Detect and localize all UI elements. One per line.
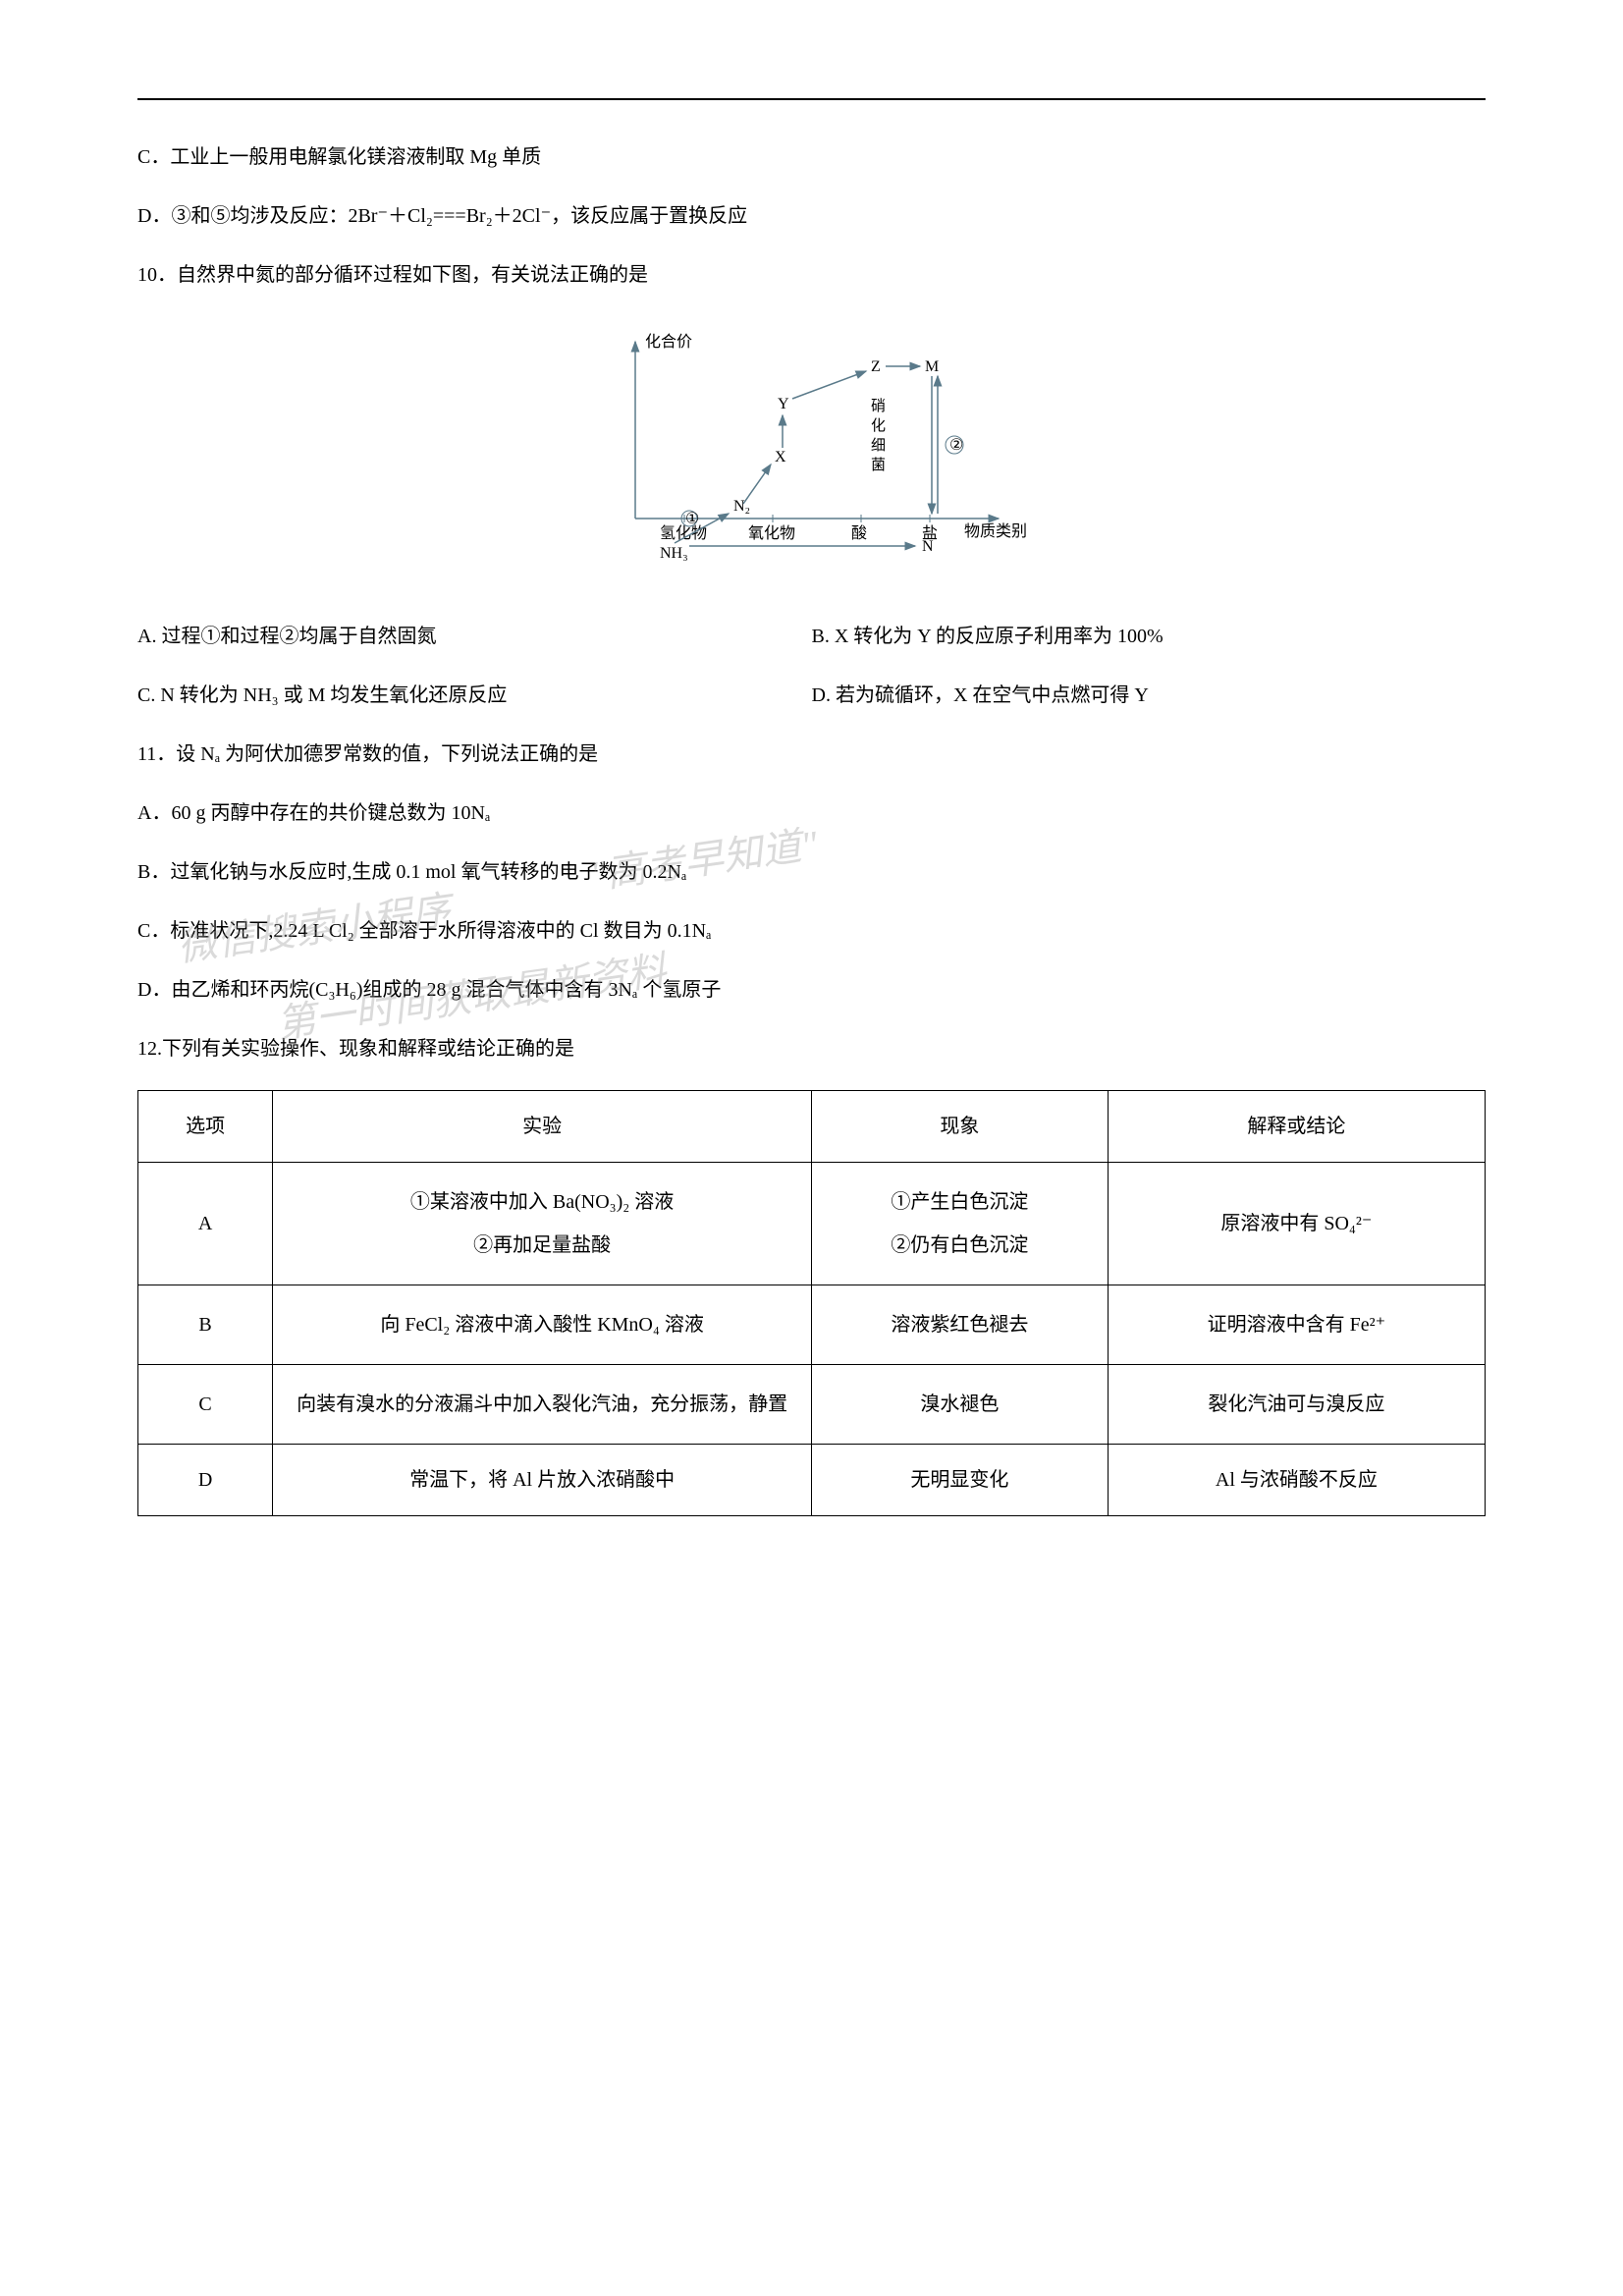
q10-diagram: 化合价 物质类别 氢化物 氧化物 酸 盐 N₂ ① NH₃ N X Y Z M bbox=[137, 322, 1486, 589]
cell-phen: ①产生白色沉淀②仍有白色沉淀 bbox=[811, 1163, 1108, 1285]
xtick-2: 酸 bbox=[851, 524, 867, 542]
q10-row-cd: C. N 转化为 NH₃ 或 M 均发生氧化还原反应 D. 若为硫循环，X 在空… bbox=[137, 678, 1486, 713]
th-phen: 现象 bbox=[811, 1091, 1108, 1163]
node-z: Z bbox=[871, 358, 881, 375]
q9-c-text: C．工业上一般用电解氯化镁溶液制取 Mg 单质 bbox=[137, 146, 541, 168]
q10-c: C. N 转化为 NH₃ 或 M 均发生氧化还原反应 bbox=[137, 678, 812, 713]
cell-exp: 常温下，将 Al 片放入浓硝酸中 bbox=[273, 1445, 812, 1516]
cell-phen: 溴水褪色 bbox=[811, 1365, 1108, 1445]
node-m: M bbox=[925, 358, 939, 375]
cell-exp: 向 FeCl₂ 溶液中滴入酸性 KMnO₄ 溶液 bbox=[273, 1285, 812, 1365]
q11-b: B．过氧化钠与水反应时,生成 0.1 mol 氧气转移的电子数为 0.2Nₐ bbox=[137, 854, 1486, 890]
cell-opt: C bbox=[138, 1365, 273, 1445]
vlabel-1: 化 bbox=[871, 417, 886, 434]
q11-a: A．60 g 丙醇中存在的共价键总数为 10Nₐ bbox=[137, 795, 1486, 831]
cell-phen: 溶液紫红色褪去 bbox=[811, 1285, 1108, 1365]
vlabel-2: 细 bbox=[871, 437, 886, 454]
nh3-label: NH₃ bbox=[660, 545, 688, 562]
vlabel-3: 菌 bbox=[871, 457, 886, 473]
q9-d-text: D．③和⑤均涉及反应：2Br⁻＋Cl₂===Br₂＋2Cl⁻，该反应属于置换反应 bbox=[137, 205, 747, 227]
q12-stem-text: 12.下列有关实验操作、现象和解释或结论正确的是 bbox=[137, 1038, 574, 1060]
cell-concl: 原溶液中有 SO₄²⁻ bbox=[1108, 1163, 1485, 1285]
node-n: N bbox=[922, 538, 934, 555]
th-opt: 选项 bbox=[138, 1091, 273, 1163]
cell-exp: 向装有溴水的分液漏斗中加入裂化汽油，充分振荡，静置 bbox=[273, 1365, 812, 1445]
node-y: Y bbox=[778, 396, 789, 412]
q9-option-d: D．③和⑤均涉及反应：2Br⁻＋Cl₂===Br₂＋2Cl⁻，该反应属于置换反应 bbox=[137, 198, 1486, 234]
xlabel: 物质类别 bbox=[964, 522, 1027, 540]
node-x: X bbox=[775, 449, 786, 465]
xtick-1: 氧化物 bbox=[748, 524, 795, 542]
table-row: A ①某溶液中加入 Ba(NO₃)₂ 溶液②再加足量盐酸 ①产生白色沉淀②仍有白… bbox=[138, 1163, 1486, 1285]
q10-stem-text: 10．自然界中氮的部分循环过程如下图，有关说法正确的是 bbox=[137, 264, 648, 286]
cell-exp: ①某溶液中加入 Ba(NO₃)₂ 溶液②再加足量盐酸 bbox=[273, 1163, 812, 1285]
top-rule bbox=[137, 98, 1486, 100]
q10-stem: 10．自然界中氮的部分循环过程如下图，有关说法正确的是 bbox=[137, 257, 1486, 293]
q10-row-ab: A. 过程①和过程②均属于自然固氮 B. X 转化为 Y 的反应原子利用率为 1… bbox=[137, 619, 1486, 654]
q11-stem: 11．设 Nₐ 为阿伏加德罗常数的值，下列说法正确的是 bbox=[137, 737, 1486, 772]
q12-tbody: A ①某溶液中加入 Ba(NO₃)₂ 溶液②再加足量盐酸 ①产生白色沉淀②仍有白… bbox=[138, 1163, 1486, 1516]
table-row: C 向装有溴水的分液漏斗中加入裂化汽油，充分振荡，静置 溴水褪色 裂化汽油可与溴… bbox=[138, 1365, 1486, 1445]
q10-a: A. 过程①和过程②均属于自然固氮 bbox=[137, 619, 812, 654]
circ-1: ① bbox=[685, 511, 699, 527]
q9-option-c: C．工业上一般用电解氯化镁溶液制取 Mg 单质 bbox=[137, 139, 1486, 175]
q11-d: D．由乙烯和环丙烷(C₃H₆)组成的 28 g 混合气体中含有 3Nₐ 个氢原子 bbox=[137, 972, 1486, 1008]
vlabel-0: 硝 bbox=[871, 398, 886, 414]
q11-stem-text: 11．设 Nₐ 为阿伏加德罗常数的值，下列说法正确的是 bbox=[137, 743, 598, 765]
cell-concl: 证明溶液中含有 Fe²⁺ bbox=[1108, 1285, 1485, 1365]
cell-phen: 无明显变化 bbox=[811, 1445, 1108, 1516]
q11-c: C．标准状况下,2.24 L Cl₂ 全部溶于水所得溶液中的 Cl 数目为 0.… bbox=[137, 913, 1486, 949]
cell-concl: Al 与浓硝酸不反应 bbox=[1108, 1445, 1485, 1516]
cell-opt: D bbox=[138, 1445, 273, 1516]
table-header-row: 选项 实验 现象 解释或结论 bbox=[138, 1091, 1486, 1163]
table-row: B 向 FeCl₂ 溶液中滴入酸性 KMnO₄ 溶液 溶液紫红色褪去 证明溶液中… bbox=[138, 1285, 1486, 1365]
nitrogen-cycle-diagram: 化合价 物质类别 氢化物 氧化物 酸 盐 N₂ ① NH₃ N X Y Z M bbox=[576, 322, 1048, 577]
circ-2: ② bbox=[949, 437, 963, 454]
ylabel: 化合价 bbox=[645, 333, 692, 351]
xtick-0: 氢化物 bbox=[660, 524, 707, 542]
th-concl: 解释或结论 bbox=[1108, 1091, 1485, 1163]
q10-b: B. X 转化为 Y 的反应原子利用率为 100% bbox=[812, 619, 1487, 654]
n2-label: N₂ bbox=[733, 498, 750, 515]
th-exp: 实验 bbox=[273, 1091, 812, 1163]
table-row: D 常温下，将 Al 片放入浓硝酸中 无明显变化 Al 与浓硝酸不反应 bbox=[138, 1445, 1486, 1516]
q10-d: D. 若为硫循环，X 在空气中点燃可得 Y bbox=[812, 678, 1487, 713]
q12-stem: 12.下列有关实验操作、现象和解释或结论正确的是 bbox=[137, 1031, 1486, 1066]
q12-table: 选项 实验 现象 解释或结论 A ①某溶液中加入 Ba(NO₃)₂ 溶液②再加足… bbox=[137, 1090, 1486, 1516]
cell-concl: 裂化汽油可与溴反应 bbox=[1108, 1365, 1485, 1445]
cell-opt: A bbox=[138, 1163, 273, 1285]
cell-opt: B bbox=[138, 1285, 273, 1365]
